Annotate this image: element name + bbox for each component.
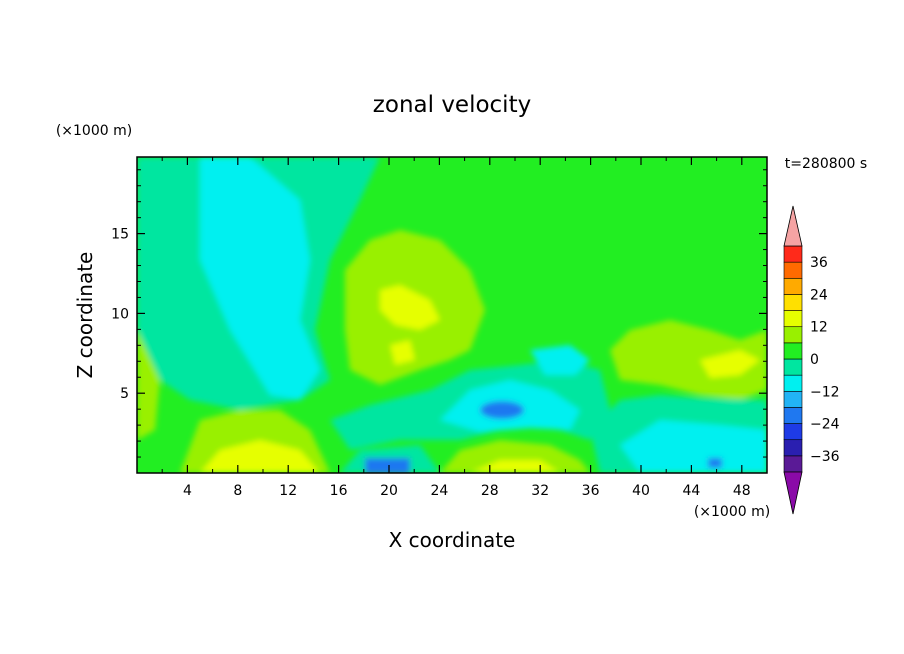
blue-surface-patch	[365, 458, 410, 473]
colorbar-swatch	[783, 455, 803, 473]
colorbar-label: 24	[810, 287, 828, 303]
colorbar-lower-triangle	[783, 471, 803, 515]
colorbar-swatch	[783, 423, 803, 441]
colorbar-label: −24	[810, 417, 840, 433]
x-tick-label: 16	[330, 483, 348, 499]
yellow-blob	[380, 285, 440, 330]
lower-middle-yellow	[470, 460, 560, 473]
colorbar-swatch	[783, 326, 803, 344]
colorbar-label: −36	[810, 449, 840, 465]
right-yellow-patch	[700, 350, 760, 378]
y-axis-title: Z coordinate	[73, 252, 97, 379]
x-tick-label: 4	[183, 483, 192, 499]
lower-middle-lime	[440, 440, 590, 473]
colorbar-swatch	[783, 342, 803, 360]
y-tick-label: 10	[111, 306, 129, 322]
y-tick-label: 15	[111, 227, 129, 243]
y-tick-label: 5	[120, 386, 129, 402]
x-tick-label: 12	[279, 483, 297, 499]
x-tick-label: 28	[481, 483, 499, 499]
colorbar-swatch	[783, 439, 803, 457]
yellow-blob-2	[390, 340, 415, 365]
x-axis-title: X coordinate	[389, 528, 516, 552]
colorbar-label: −12	[810, 384, 840, 400]
z-unit-label: (×1000 m)	[56, 123, 132, 139]
colorbar-swatch	[783, 390, 803, 408]
y-axis-ticks: 5 10 15	[111, 169, 767, 458]
lower-left-yellow	[200, 440, 320, 473]
colorbar-swatch	[783, 358, 803, 376]
colorbar-swatch	[783, 245, 803, 263]
colorbar: 36 24 12 0 −12 −24 −36	[783, 205, 840, 515]
colorbar-swatch	[783, 310, 803, 328]
left-lime-edge	[137, 330, 160, 440]
x-tick-label: 24	[430, 483, 448, 499]
x-tick-label: 44	[682, 483, 700, 499]
cyan-core-inner	[215, 200, 295, 315]
colorbar-swatch	[783, 294, 803, 311]
colorbar-swatch	[783, 374, 803, 392]
colorbar-label: 0	[810, 352, 819, 368]
colorbar-swatch	[783, 277, 803, 295]
x-tick-label: 36	[582, 483, 600, 499]
colorbar-upper-triangle	[783, 205, 803, 247]
x-tick-label: 32	[531, 483, 549, 499]
x-axis-ticks: 4 8 12 16 20 24 28 32 36 40 44 48	[161, 157, 751, 499]
plot-frame	[136, 156, 768, 474]
x-tick-label: 20	[380, 483, 398, 499]
right-cyan-band	[620, 420, 767, 473]
colorbar-label: 36	[810, 255, 828, 271]
colorbar-swatch	[783, 407, 803, 424]
right-lime-patch	[610, 320, 767, 400]
x-unit-label: (×1000 m)	[694, 504, 770, 520]
x-tick-label: 48	[733, 483, 751, 499]
right-blue-dot	[708, 458, 722, 468]
x-tick-label: 40	[632, 483, 650, 499]
x-tick-label: 8	[233, 483, 242, 499]
cyan-top-mid	[530, 345, 590, 375]
velocity-field	[137, 157, 767, 473]
time-label: t=280800 s	[785, 156, 867, 172]
blue-patch	[480, 401, 524, 419]
chart-title: zonal velocity	[373, 92, 531, 118]
colorbar-label: 12	[810, 320, 828, 336]
colorbar-swatch	[783, 261, 803, 279]
